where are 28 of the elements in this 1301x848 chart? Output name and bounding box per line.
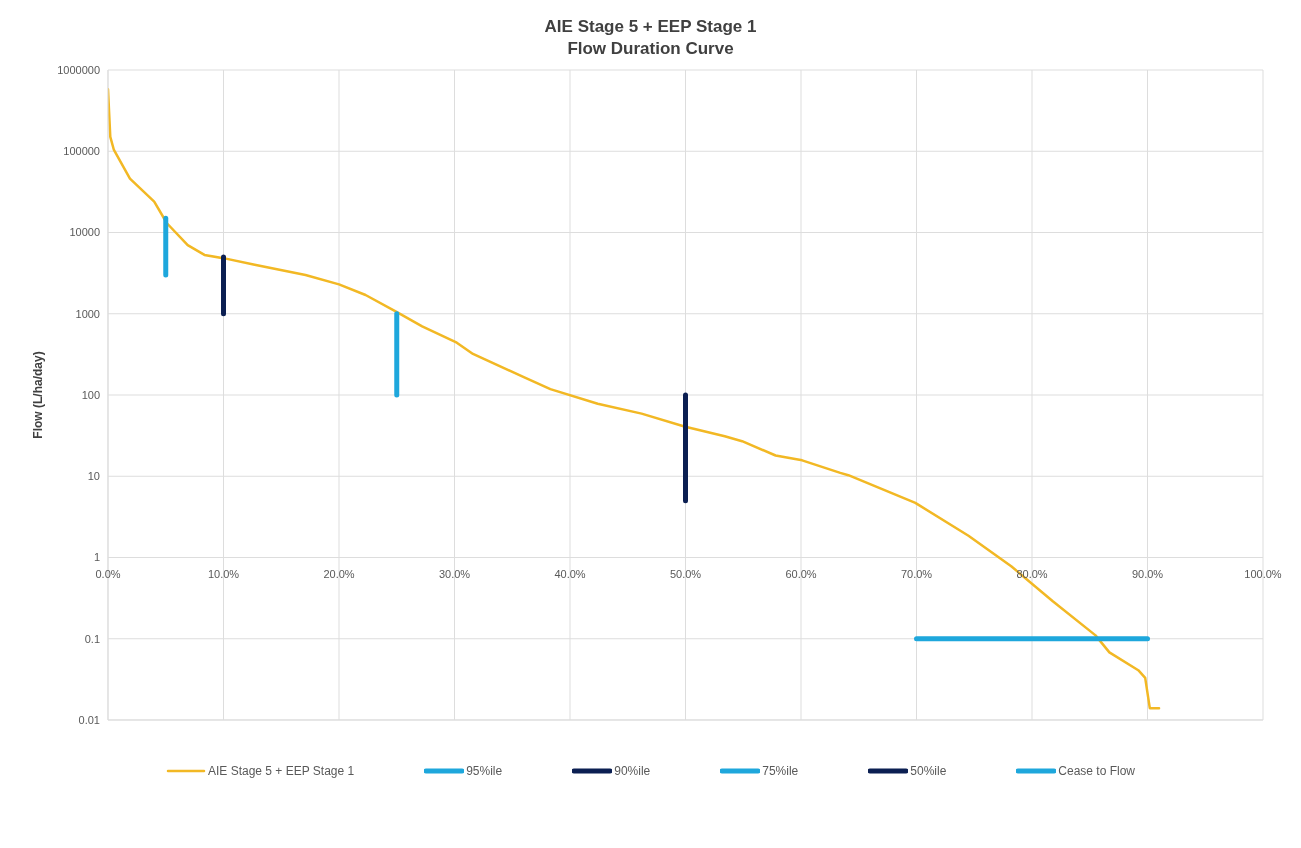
legend-label: AIE Stage 5 + EEP Stage 1 (207, 764, 355, 778)
y-tick-label: 100 (81, 388, 100, 401)
x-tick-label: 50.0% (669, 567, 702, 580)
y-tick-label: 0.01 (78, 713, 100, 726)
legend-label: Cease to Flow (1058, 764, 1136, 778)
legend-label: 50%ile (910, 764, 947, 778)
x-tick-label: 0.0% (95, 567, 121, 580)
y-tick-label: 1000 (75, 307, 100, 320)
x-tick-label: 90.0% (1131, 567, 1164, 580)
x-tick-label: 20.0% (323, 567, 355, 580)
legend-label: 95%ile (466, 764, 503, 778)
chart-subtitle: Flow Duration Curve (566, 38, 735, 60)
y-tick-label: 10000 (69, 226, 100, 239)
x-tick-label: 100.0% (1244, 567, 1282, 580)
chart-title: AIE Stage 5 + EEP Stage 1 (543, 16, 758, 38)
y-tick-label: 10 (87, 470, 100, 483)
y-tick-label: 0.1 (84, 632, 100, 645)
x-tick-label: 40.0% (554, 567, 586, 580)
y-tick-label: 100000 (63, 145, 100, 158)
legend-label: 75%ile (762, 764, 799, 778)
x-tick-label: 70.0% (900, 567, 933, 580)
x-tick-label: 60.0% (785, 567, 817, 580)
y-tick-label: 1000000 (57, 63, 100, 76)
y-axis-title: Flow (L/ha/day) (31, 351, 46, 439)
x-tick-label: 30.0% (438, 567, 471, 580)
legend-label: 90%ile (614, 764, 651, 778)
x-tick-label: 10.0% (207, 567, 240, 580)
y-tick-label: 1 (93, 551, 100, 564)
